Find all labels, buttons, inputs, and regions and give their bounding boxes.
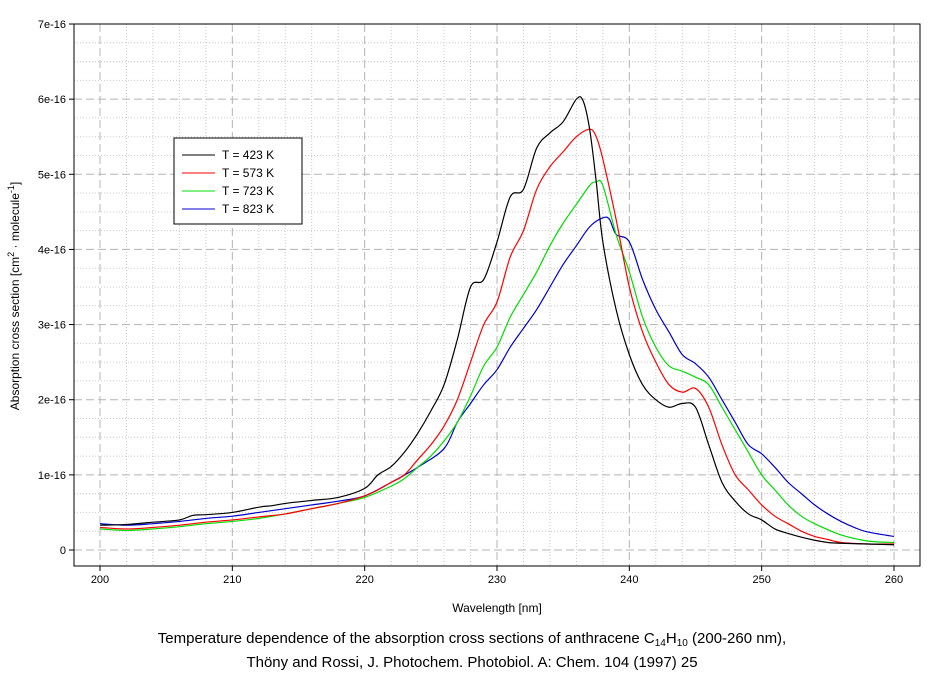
legend: T = 423 K T = 573 K T = 723 K T = 823 K [173,137,303,225]
x-tick-label: 220 [355,574,373,586]
x-tick-label: 260 [885,574,903,586]
legend-label: T = 823 K [222,202,274,216]
x-tick-label: 230 [488,574,506,586]
legend-label: T = 423 K [222,148,274,162]
x-axis-label: Wavelength [nm] [452,601,542,615]
legend-label: T = 573 K [222,166,274,180]
caption-line-1: Temperature dependence of the absorption… [157,630,787,649]
y-tick-label: 0 [60,545,66,557]
x-tick-label: 200 [91,574,109,586]
y-axis-ticks: 0 1e-16 2e-16 3e-16 4e-16 5e-16 6e-16 7e-16 [38,19,74,557]
y-tick-label: 2e-16 [38,395,66,407]
x-axis-ticks: 200 210 220 230 240 250 260 [91,566,903,586]
series-line-823k [99,216,895,538]
y-tick-label: 3e-16 [38,320,66,332]
legend-box [173,137,303,225]
series-line-423k [99,96,895,546]
series-layer [99,96,895,546]
minor-grid [74,24,920,566]
legend-label: T = 723 K [222,184,274,198]
x-tick-label: 250 [752,574,770,586]
legend-items: T = 423 K T = 573 K T = 723 K T = 823 K [182,148,274,216]
caption-line-2: Thöny and Rossi, J. Photochem. Photobiol… [246,654,698,671]
x-tick-label: 240 [620,574,638,586]
y-tick-label: 1e-16 [38,470,66,482]
y-axis-label: Absorption cross section [cm2 · molecule… [6,182,22,410]
x-tick-label: 210 [223,574,241,586]
y-tick-label: 6e-16 [38,94,66,106]
y-tick-label: 7e-16 [38,19,66,31]
y-tick-label: 5e-16 [38,169,66,181]
series-line-573k [99,128,895,545]
y-tick-label: 4e-16 [38,244,66,256]
